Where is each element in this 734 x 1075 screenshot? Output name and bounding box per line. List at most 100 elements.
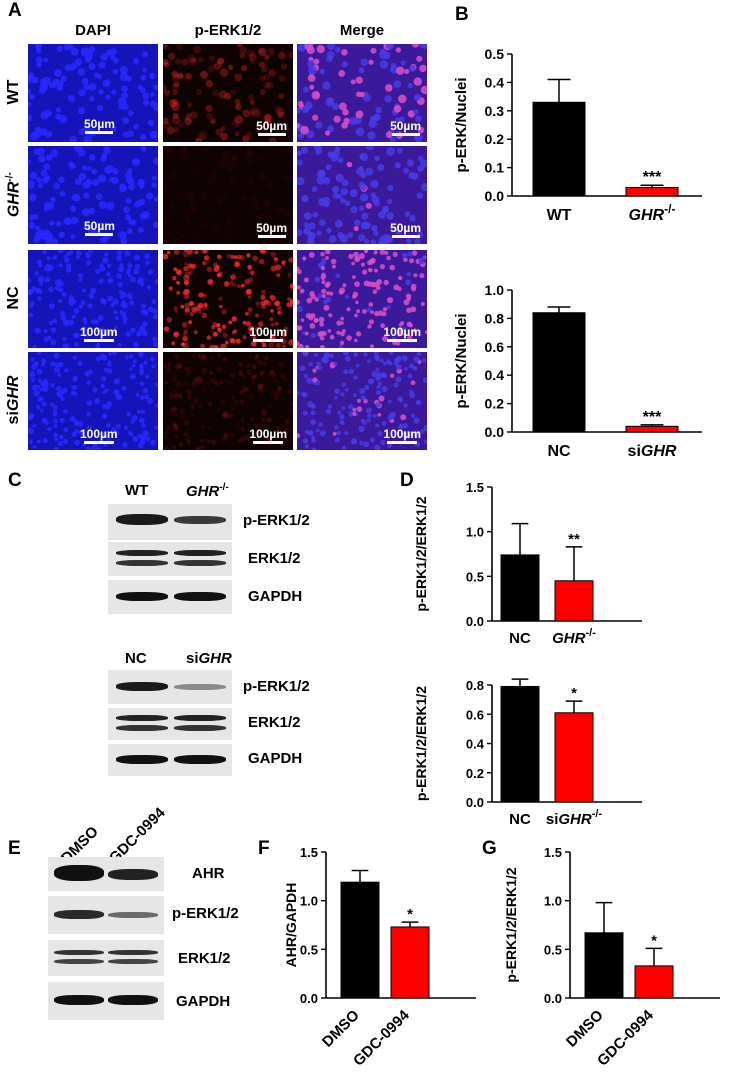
- blot2-label-erk: ERK1/2: [248, 714, 301, 731]
- blot1-label-gapdh: GAPDH: [248, 588, 303, 605]
- panel-label-d: D: [400, 470, 414, 491]
- category-label-0: DMSO: [563, 1007, 607, 1051]
- blot1-lane-wt: WT: [125, 482, 149, 499]
- y-tick-label: 1.0: [544, 894, 562, 909]
- scale-bar: 100µm: [80, 427, 118, 444]
- significance-1: *: [571, 685, 577, 702]
- micrograph-perk-row2: 100µm: [163, 250, 293, 348]
- category-label-0: NC: [509, 630, 531, 647]
- column-header-merge: Merge: [339, 22, 385, 39]
- row-label-2: NC: [5, 286, 22, 310]
- scale-bar: 50µm: [390, 221, 421, 238]
- category-label-1: siGHR: [628, 443, 677, 460]
- blot2-label-gapdh: GAPDH: [248, 750, 303, 767]
- category-label-0: DMSO: [319, 1007, 363, 1051]
- y-tick-label: 1.0: [300, 894, 318, 909]
- blot2-lane-nc: NC: [125, 650, 147, 667]
- significance-1: ***: [643, 169, 662, 186]
- chart-d-top: 0.0 0.5 1.0 1.5 p-ERK1/2/ERK1/2 NC ** GHR-/-: [413, 480, 642, 647]
- micrograph-perk-row0: 50µm: [163, 44, 293, 142]
- y-axis-label: p-ERK1/2/ERK1/2: [503, 867, 519, 982]
- micrograph-dapi-row1: 50µm: [28, 146, 158, 244]
- bar-1: [625, 425, 679, 433]
- category-label-0: WT: [547, 207, 572, 224]
- panel-label-b: B: [455, 4, 469, 25]
- y-tick-label: 0.8: [466, 678, 484, 693]
- y-tick-label: 1.0: [466, 525, 484, 540]
- y-tick-label: 0.6: [485, 339, 505, 355]
- blot2-perk-strip: [108, 670, 232, 704]
- y-tick-label: 1.5: [544, 848, 562, 860]
- y-tick-label: 0.2: [485, 131, 505, 147]
- y-tick-label: 0.5: [466, 569, 484, 584]
- scale-bar: 50µm: [84, 219, 115, 236]
- bar-1: [390, 926, 430, 999]
- micrograph-perk-row1: 50µm: [163, 146, 293, 244]
- y-axis-label: p-ERK1/2/ERK1/2: [413, 686, 429, 801]
- chart-b-bottom: 0.0 0.2 0.4 0.6 0.8 1.0 p-ERK/Nuclei NC *** siGHR: [453, 282, 702, 460]
- y-tick-label: 0.4: [485, 74, 505, 90]
- bar-1: [634, 965, 674, 999]
- y-tick-label: 1.5: [466, 480, 484, 495]
- significance-1: **: [568, 531, 580, 548]
- y-axis-label: AHR/GAPDH: [283, 883, 299, 968]
- category-label-0: NC: [509, 811, 531, 828]
- chart-d-bottom: 0.0 0.2 0.4 0.6 0.8 p-ERK1/2/ERK1/2 NC * siGHR-/…: [413, 678, 642, 828]
- blot2-erk-strip: [108, 708, 232, 740]
- row-label-1: GHR-/-: [4, 172, 23, 218]
- bar-0: [532, 312, 586, 433]
- blot2-gapdh-strip: [108, 744, 232, 776]
- panel-label-f: F: [258, 838, 270, 859]
- blot3-ahr-strip: [48, 857, 164, 891]
- bar-0: [500, 685, 540, 803]
- micrograph-dapi-row3: 100µm: [28, 352, 158, 450]
- y-axis-label: p-ERK1/2/ERK1/2: [413, 496, 429, 611]
- y-tick-label: 0.5: [485, 46, 505, 62]
- blot1-perk-strip: [108, 504, 232, 540]
- y-tick-label: 0.4: [466, 737, 485, 752]
- blot3-gapdh-strip: [48, 982, 164, 1020]
- scale-bar: 100µm: [383, 427, 421, 444]
- y-tick-label: 0.1: [485, 160, 505, 176]
- micrograph-merge-row2: 100µm: [297, 250, 427, 348]
- scale-bar: 50µm: [390, 119, 421, 136]
- bar-1: [625, 186, 679, 197]
- bar-0: [584, 932, 624, 999]
- y-tick-label: 0.0: [466, 614, 484, 629]
- y-tick-label: 0.0: [466, 795, 484, 810]
- significance-1: *: [407, 906, 413, 923]
- bar-0: [532, 101, 586, 197]
- significance-1: ***: [643, 409, 662, 426]
- blot1-lane-ghr: GHR-/-: [186, 482, 229, 500]
- micrograph-merge-row0: 50µm: [297, 44, 427, 142]
- blot3-label-erk: ERK1/2: [178, 950, 231, 967]
- blot2-lane-sighr: siGHR: [186, 650, 232, 667]
- y-axis-label: p-ERK/Nuclei: [453, 313, 470, 408]
- bar-1: [554, 712, 594, 803]
- panel-label-c: C: [8, 470, 22, 491]
- y-tick-label: 0.8: [485, 310, 505, 326]
- column-header-dapi: DAPI: [75, 22, 111, 39]
- blot2-label-perk: p-ERK1/2: [243, 678, 310, 695]
- blot3-label-gapdh: GAPDH: [176, 993, 231, 1010]
- category-label-0: NC: [547, 443, 571, 460]
- y-tick-label: 0.4: [485, 367, 505, 383]
- scale-bar: 100µm: [80, 325, 118, 342]
- y-tick-label: 0.0: [485, 188, 505, 204]
- category-label-1: GHR-/-: [629, 202, 676, 224]
- micrograph-merge-row1: 50µm: [297, 146, 427, 244]
- category-label-1: GHR-/-: [552, 627, 596, 647]
- bar-0: [340, 881, 380, 999]
- row-label-0: WT: [5, 79, 22, 105]
- micrograph-perk-row3: 100µm: [163, 352, 293, 450]
- blot3-perk-strip: [48, 896, 164, 934]
- bar-1: [554, 580, 594, 622]
- y-tick-label: 0.0: [300, 991, 318, 1006]
- y-tick-label: 0.5: [544, 942, 562, 957]
- y-tick-label: 0.2: [466, 766, 484, 781]
- panel-label-g: G: [482, 838, 497, 859]
- scale-bar: 50µm: [256, 221, 287, 238]
- blot3-label-ahr: AHR: [192, 865, 225, 882]
- y-tick-label: 0.2: [485, 396, 505, 412]
